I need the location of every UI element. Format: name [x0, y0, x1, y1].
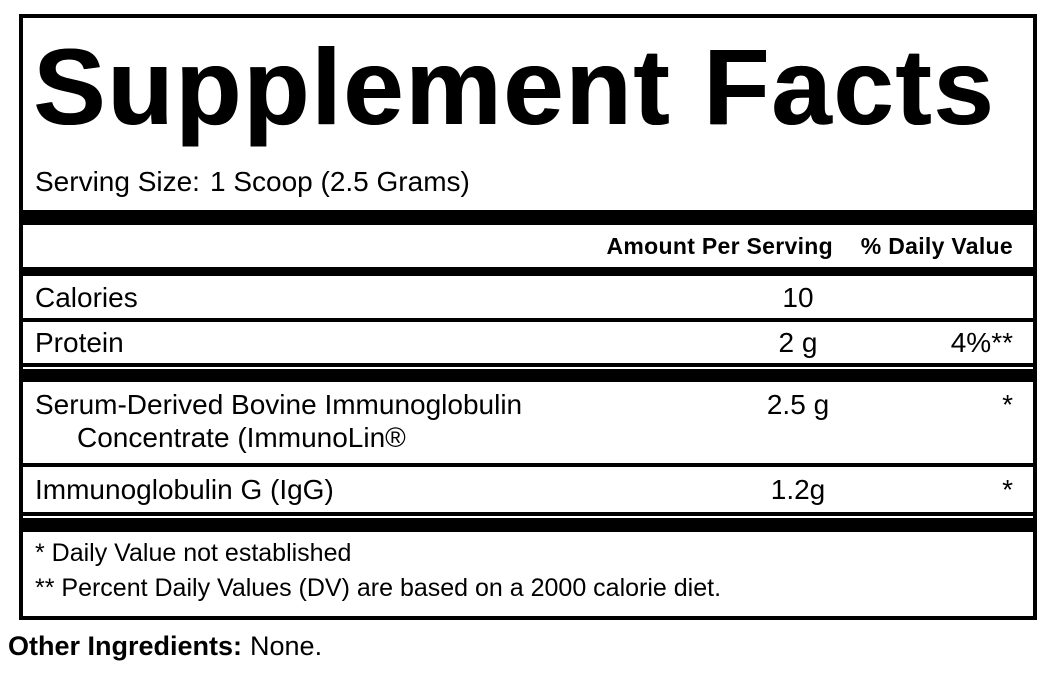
other-ingredients-label: Other Ingredients:: [8, 631, 243, 661]
column-header-row: Amount Per Serving % Daily Value: [23, 225, 1033, 267]
table-row-calories: Calories 10: [23, 276, 1033, 322]
nutrient-amount: 2.5 g: [766, 389, 830, 420]
nutrient-name: Serum-Derived Bovine Immunoglobulin Conc…: [35, 388, 763, 454]
nutrient-amount: 2 g: [778, 327, 818, 358]
table-row-immunoglobulin-g: Immunoglobulin G (IgG) 1.2g *: [23, 467, 1033, 516]
panel-title: Supplement Facts: [33, 26, 996, 147]
nutrient-name-line2: Concentrate (ImmunoLin®: [77, 422, 406, 453]
nutrient-name: Protein: [35, 327, 124, 358]
daily-value-header: % Daily Value: [860, 232, 1013, 259]
thick-divider-bottom: [23, 518, 1033, 532]
serving-size-value: 1 Scoop (2.5 Grams): [209, 166, 470, 197]
footnote-daily-value-not-established: * Daily Value not established: [35, 539, 352, 567]
divider-gap: [23, 516, 1033, 518]
nutrient-amount: 10: [782, 282, 814, 313]
serving-size-label: Serving Size:: [35, 166, 200, 197]
divider-gap: [23, 367, 1033, 369]
footnotes-block: * Daily Value not established ** Percent…: [23, 532, 1033, 606]
supplement-facts-panel: Supplement Facts Serving Size: 1 Scoop (2…: [19, 14, 1037, 620]
table-row-protein: Protein 2 g 4%**: [23, 322, 1033, 367]
nutrient-daily-value: *: [1002, 389, 1013, 420]
nutrient-daily-value: 4%**: [950, 327, 1013, 358]
table-row-serum-immunoglobulin: Serum-Derived Bovine Immunoglobulin Conc…: [23, 382, 1033, 467]
other-ingredients-line: Other Ingredients: None.: [8, 631, 322, 661]
nutrient-name-line1: Serum-Derived Bovine Immunoglobulin: [35, 389, 523, 420]
nutrient-amount: 1.2g: [770, 474, 826, 505]
serving-size-line: Serving Size: 1 Scoop (2.5 Grams): [35, 167, 1033, 197]
thick-divider-top: [23, 210, 1033, 225]
nutrient-name: Immunoglobulin G (IgG): [35, 474, 334, 505]
medium-divider-under-header: [23, 267, 1033, 276]
footnote-percent-daily-values: ** Percent Daily Values (DV) are based o…: [35, 574, 722, 602]
thick-divider-mid: [23, 369, 1033, 382]
amount-per-serving-header: Amount Per Serving: [606, 232, 833, 259]
nutrient-daily-value: *: [1002, 474, 1013, 505]
nutrient-name: Calories: [35, 282, 138, 313]
other-ingredients-value: None.: [250, 631, 323, 661]
